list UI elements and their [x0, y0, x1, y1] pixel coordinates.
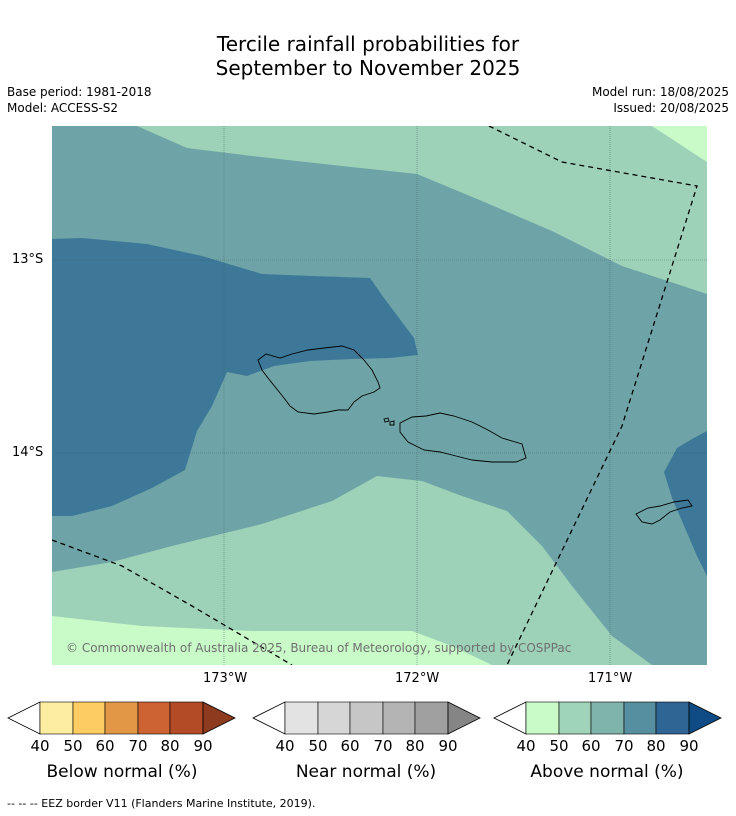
colorbar-below-normal	[7, 701, 236, 735]
manono-islet	[383, 417, 390, 423]
near-normal-title: Near normal (%)	[295, 762, 437, 782]
cb1-tick-90: 90	[438, 737, 458, 755]
lon-label-173w: 173°W	[203, 671, 248, 686]
zone-above-70-80-east	[664, 431, 707, 576]
cb2-tick-80: 80	[646, 737, 666, 755]
below-normal-title: Below normal (%)	[46, 762, 198, 782]
model-name: Model: ACCESS-S2	[7, 101, 119, 115]
map-svg	[52, 126, 707, 665]
cb1-tick-70: 70	[373, 737, 393, 755]
cb0-tick-80: 80	[160, 737, 180, 755]
base-period: Base period: 1981-2018	[7, 85, 152, 99]
colorbar-above-normal	[493, 701, 722, 735]
lat-label-13s: 13°S	[12, 252, 44, 267]
eez-border	[52, 126, 698, 665]
cb0-tick-60: 60	[95, 737, 115, 755]
lat-label-14s: 14°S	[12, 445, 44, 460]
cb1-tick-60: 60	[340, 737, 360, 755]
issued-date: Issued: 20/08/2025	[613, 101, 729, 115]
cb1-tick-40: 40	[275, 737, 295, 755]
cb2-tick-40: 40	[516, 737, 536, 755]
meta-right: Model run: 18/08/2025 Issued: 20/08/2025	[592, 84, 729, 116]
colorbars-svg	[7, 701, 722, 735]
cb2-tick-70: 70	[614, 737, 634, 755]
cb2-tick-90: 90	[679, 737, 699, 755]
lon-label-172w: 172°W	[395, 671, 440, 686]
model-run: Model run: 18/08/2025	[591, 85, 729, 99]
copyright-text: © Commonwealth of Australia 2025, Bureau…	[66, 641, 572, 655]
cb0-tick-40: 40	[30, 737, 50, 755]
lon-label-171w: 171°W	[588, 671, 633, 686]
cb0-tick-70: 70	[128, 737, 148, 755]
meta-left: Base period: 1981-2018 Model: ACCESS-S2	[7, 84, 152, 116]
title-line-2: September to November 2025	[215, 56, 521, 80]
cb2-tick-60: 60	[581, 737, 601, 755]
zone-above-70-80-west	[52, 238, 418, 516]
above-normal-title: Above normal (%)	[530, 762, 684, 782]
tutuila-island	[635, 499, 693, 525]
cb0-tick-50: 50	[63, 737, 83, 755]
cb1-tick-50: 50	[308, 737, 328, 755]
apolima-islet	[389, 420, 395, 426]
title-line-1: Tercile rainfall probabilities for	[216, 32, 520, 56]
map-title: Tercile rainfall probabilities for Septe…	[0, 32, 736, 80]
eez-legend-note: -- -- -- EEZ border V11 (Flanders Marine…	[7, 797, 316, 810]
cb1-tick-80: 80	[405, 737, 425, 755]
upolu-island	[399, 412, 527, 463]
cb0-tick-90: 90	[193, 737, 213, 755]
savaii-island	[257, 345, 381, 415]
colorbar-near-normal	[252, 701, 481, 735]
map-area	[52, 126, 707, 665]
cb2-tick-50: 50	[549, 737, 569, 755]
